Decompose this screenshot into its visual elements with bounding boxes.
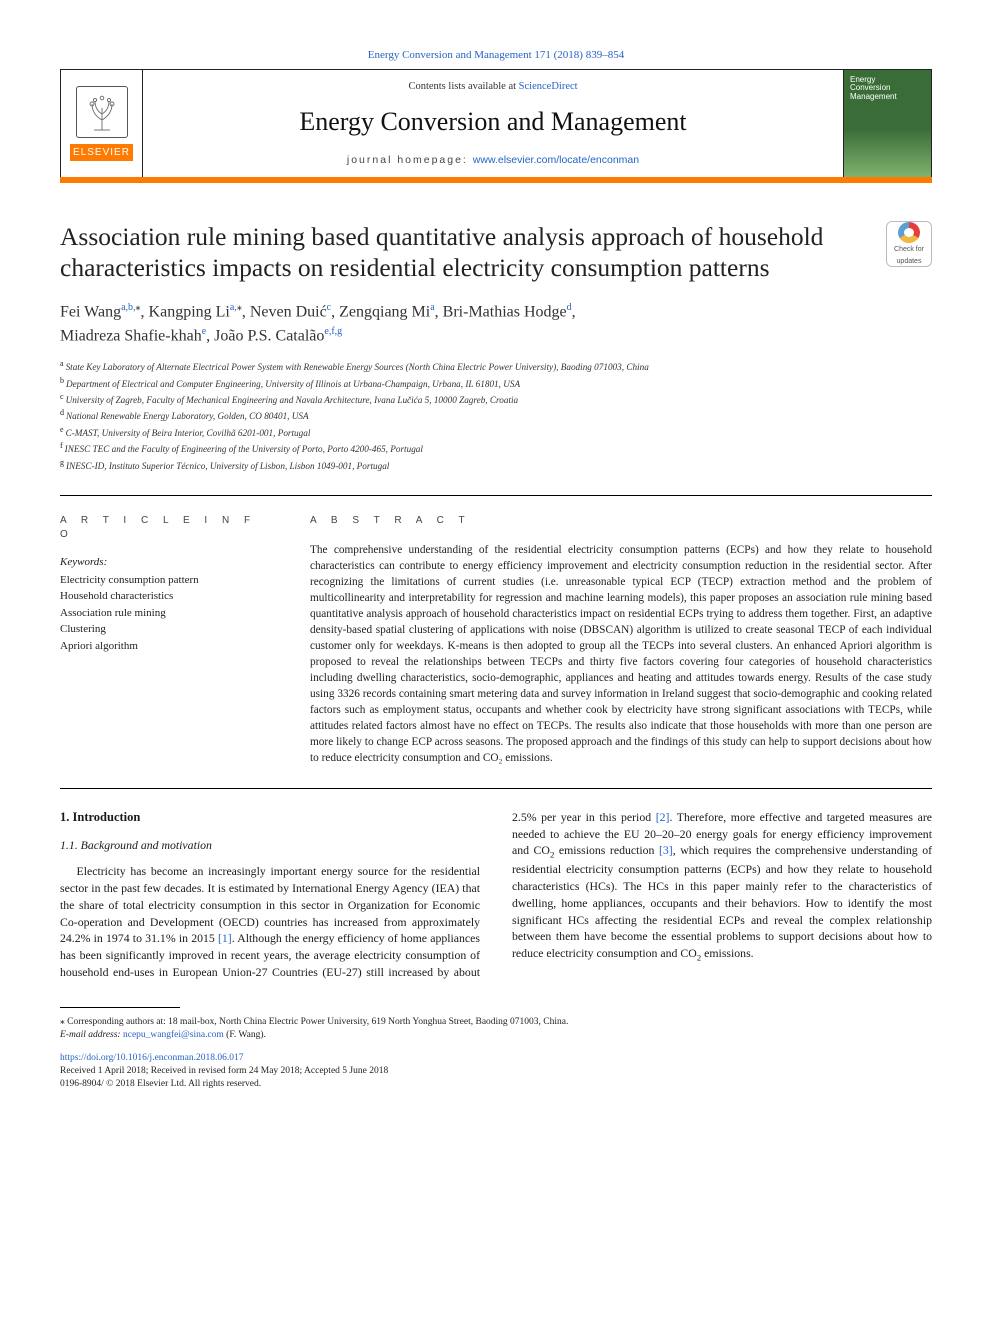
author-1: Fei Wang xyxy=(60,303,121,320)
sciencedirect-link[interactable]: ScienceDirect xyxy=(519,81,578,92)
affiliation-b: bDepartment of Electrical and Computer E… xyxy=(60,375,932,391)
cover-word-3: Management xyxy=(850,93,925,101)
affil-key: c xyxy=(60,392,64,401)
rule-below-abstract xyxy=(60,788,932,789)
corr-text: Corresponding authors at: 18 mail-box, N… xyxy=(65,1017,569,1027)
email-who: (F. Wang). xyxy=(224,1030,266,1040)
contents-prefix: Contents lists available at xyxy=(408,81,518,92)
p2-text-c: emissions reduction xyxy=(554,843,659,857)
affiliation-c: cUniversity of Zagreb, Faculty of Mechan… xyxy=(60,391,932,407)
keyword-item: Household characteristics xyxy=(60,588,270,605)
corr-email-link[interactable]: ncepu_wangfei@sina.com xyxy=(123,1030,224,1040)
corresponding-author-note: ⁎ Corresponding authors at: 18 mail-box,… xyxy=(60,1016,932,1043)
rule-above-abstract xyxy=(60,495,932,496)
abstract-column: A B S T R A C T The comprehensive unders… xyxy=(310,514,932,766)
journal-cover-thumb: Energy Conversion Management xyxy=(843,70,931,177)
intro-paragraph-1: Electricity has become an increasingly i… xyxy=(60,809,932,981)
contents-available-line: Contents lists available at ScienceDirec… xyxy=(408,80,577,94)
affiliation-e: eC-MAST, University of Beira Interior, C… xyxy=(60,424,932,440)
affil-text: National Renewable Energy Laboratory, Go… xyxy=(66,411,309,421)
affil-key: a xyxy=(60,359,64,368)
author-2-affil: a, xyxy=(230,302,237,313)
affil-text: University of Zagreb, Faculty of Mechani… xyxy=(66,395,519,405)
author-1-affil: a,b, xyxy=(121,302,135,313)
author-2-corr-star: ⁎ xyxy=(237,302,242,313)
header-center: Contents lists available at ScienceDirec… xyxy=(143,70,843,177)
paper-title: Association rule mining based quantitati… xyxy=(60,221,868,283)
body-two-columns: 1. Introduction 1.1. Background and moti… xyxy=(60,809,932,981)
p2-text-e: emissions. xyxy=(701,946,753,960)
check-for-updates-badge[interactable]: Check for updates xyxy=(886,221,932,267)
abstract-text: The comprehensive understanding of the r… xyxy=(310,542,932,766)
author-5: Bri-Mathias Hodge xyxy=(443,303,567,320)
keyword-item: Apriori algorithm xyxy=(60,638,270,655)
article-info-heading: A R T I C L E I N F O xyxy=(60,514,270,541)
citation-2[interactable]: [2] xyxy=(656,810,670,824)
citation-3[interactable]: [3] xyxy=(659,843,673,857)
author-7: João P.S. Catalão xyxy=(214,327,324,344)
affiliation-a: aState Key Laboratory of Alternate Elect… xyxy=(60,358,932,374)
journal-homepage-line: journal homepage: www.elsevier.com/locat… xyxy=(347,153,639,167)
affil-key: g xyxy=(60,458,64,467)
updates-line1: Check for xyxy=(894,245,924,254)
affiliation-f: fINESC TEC and the Faculty of Engineerin… xyxy=(60,440,932,456)
keyword-item: Clustering xyxy=(60,621,270,638)
affiliation-list: aState Key Laboratory of Alternate Elect… xyxy=(60,358,932,473)
publisher-name: ELSEVIER xyxy=(70,144,133,162)
keyword-item: Electricity consumption pattern xyxy=(60,572,270,589)
orange-header-rule xyxy=(60,177,932,183)
journal-homepage-link[interactable]: www.elsevier.com/locate/enconman xyxy=(473,154,639,166)
article-info-column: A R T I C L E I N F O Keywords: Electric… xyxy=(60,514,270,766)
author-7-affil: e,f,g xyxy=(324,326,342,337)
affil-key: b xyxy=(60,376,64,385)
author-3: Neven Duić xyxy=(250,303,327,320)
journal-reference: Energy Conversion and Management 171 (20… xyxy=(60,48,932,63)
affiliation-d: dNational Renewable Energy Laboratory, G… xyxy=(60,407,932,423)
elsevier-tree-icon xyxy=(76,86,128,138)
affil-text: INESC-ID, Instituto Superior Técnico, Un… xyxy=(66,461,389,471)
crossmark-icon xyxy=(898,222,920,243)
author-list: Fei Wanga,b,⁎, Kangping Lia,⁎, Neven Dui… xyxy=(60,300,932,349)
doi-link[interactable]: https://doi.org/10.1016/j.enconman.2018.… xyxy=(60,1053,243,1063)
journal-header-block: ELSEVIER Contents lists available at Sci… xyxy=(60,69,932,178)
updates-line2: updates xyxy=(897,257,922,266)
keywords-list: Electricity consumption pattern Househol… xyxy=(60,572,270,655)
affiliation-g: gINESC-ID, Instituto Superior Técnico, U… xyxy=(60,457,932,473)
section-1-heading: 1. Introduction xyxy=(60,809,480,827)
publisher-logo-box: ELSEVIER xyxy=(61,70,143,177)
affil-key: d xyxy=(60,408,64,417)
author-3-affil: c xyxy=(327,302,331,313)
author-1-corr-star: ⁎ xyxy=(136,302,141,313)
p2-text-d: , which requires the comprehensive under… xyxy=(512,843,932,960)
keywords-label: Keywords: xyxy=(60,555,270,570)
author-5-affil: d xyxy=(567,302,572,313)
copyright-line: 0196-8904/ © 2018 Elsevier Ltd. All righ… xyxy=(60,1078,932,1091)
doi-line: https://doi.org/10.1016/j.enconman.2018.… xyxy=(60,1052,932,1065)
section-1-1-heading: 1.1. Background and motivation xyxy=(60,837,480,854)
affil-text: INESC TEC and the Faculty of Engineering… xyxy=(65,444,423,454)
keyword-item: Association rule mining xyxy=(60,605,270,622)
author-6: Miadreza Shafie-khah xyxy=(60,327,202,344)
abstract-heading: A B S T R A C T xyxy=(310,514,932,528)
affil-text: State Key Laboratory of Alternate Electr… xyxy=(66,362,649,372)
received-dates: Received 1 April 2018; Received in revis… xyxy=(60,1065,932,1078)
affil-key: f xyxy=(60,441,63,450)
journal-title: Energy Conversion and Management xyxy=(299,104,686,139)
footnote-separator xyxy=(60,1007,180,1008)
affil-key: e xyxy=(60,425,64,434)
affil-text: C-MAST, University of Beira Interior, Co… xyxy=(66,428,311,438)
affil-text: Department of Electrical and Computer En… xyxy=(66,379,520,389)
homepage-prefix: journal homepage: xyxy=(347,154,473,166)
author-6-affil: e xyxy=(202,326,206,337)
author-4: Zengqiang Mi xyxy=(339,303,430,320)
author-4-affil: a xyxy=(430,302,434,313)
citation-1[interactable]: [1] xyxy=(218,931,232,945)
email-label: E-mail address: xyxy=(60,1030,123,1040)
author-2: Kangping Li xyxy=(149,303,230,320)
